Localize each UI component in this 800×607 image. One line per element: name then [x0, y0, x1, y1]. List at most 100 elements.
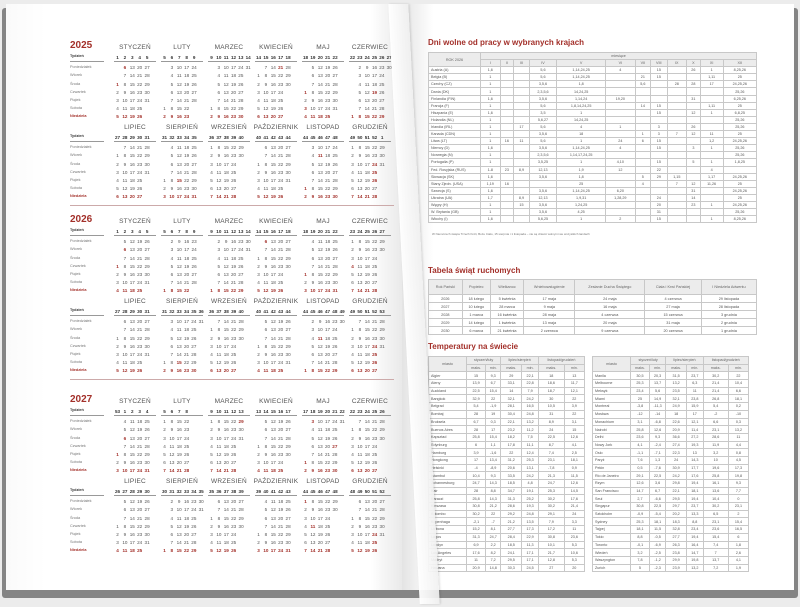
day-number: 27 — [191, 161, 197, 167]
day-number: 10 — [176, 247, 182, 253]
day-number: 31 — [144, 280, 150, 286]
week-number: 34 — [184, 135, 190, 140]
day-number: 13 — [310, 540, 316, 546]
day-number: 29 — [332, 89, 338, 95]
table-row: Bruksela 6,7 0,3 22,1 13,2 8,9 3,1 — [428, 417, 586, 427]
day-number: 1 — [304, 368, 307, 374]
holiday-cell — [605, 179, 636, 188]
day-number: 30 — [285, 169, 291, 175]
holiday-cell — [513, 73, 530, 82]
temp-cell: 12,6 — [648, 425, 667, 434]
holiday-cell: 12,13 — [528, 193, 558, 202]
day-number: 8 — [358, 145, 362, 151]
city-cell: Toronto — [592, 540, 631, 550]
temp-cell: 24 — [537, 425, 565, 434]
day-number: 30 — [285, 540, 291, 546]
temp-cell: 11,5 — [563, 471, 586, 480]
day-number: 1 — [304, 460, 307, 466]
day-number: 9 — [170, 114, 174, 120]
day-number: 20 — [324, 443, 331, 449]
day-number: 20 — [231, 499, 237, 505]
holiday-cell: 3 — [650, 130, 668, 139]
day-number: 31 — [144, 169, 150, 175]
day-number: 6 — [210, 368, 213, 374]
temp-cell: 20,9 — [665, 425, 688, 434]
day-number: 5 — [210, 548, 213, 554]
day-number: 30 — [339, 319, 345, 325]
day-number: 16 — [129, 532, 135, 537]
weekday-label: Wtorek — [70, 247, 83, 252]
temp-cell: 0 — [727, 494, 750, 504]
day-number: 12 — [122, 114, 128, 120]
day-number: 4 — [351, 540, 354, 546]
day-number: 3 — [311, 145, 315, 151]
day-number: 23 — [372, 153, 378, 159]
holiday-cell — [605, 151, 636, 160]
month-name: SIERPIEŃ — [166, 124, 198, 131]
week-number: 29 — [137, 489, 143, 494]
day-number: 23 — [332, 319, 338, 325]
subheader: maks. — [537, 363, 565, 373]
temp-cell: 13,6 — [702, 486, 729, 496]
day-number: 21 — [231, 507, 237, 513]
subheader: min. — [563, 363, 586, 373]
day-number: 17 — [364, 443, 370, 449]
temp-cell: 24,2 — [665, 471, 688, 480]
temp-cell: 5,6 — [648, 386, 667, 396]
temp-cell: 13,3 — [686, 509, 704, 519]
holiday-cell — [513, 158, 530, 167]
holiday-cell: 1,17 — [699, 172, 724, 181]
temp-cell: 7,5 — [521, 432, 539, 442]
temp-cell: 6 — [727, 532, 750, 542]
day-number: 25 — [191, 515, 197, 521]
week-number: 16 — [270, 229, 276, 234]
holiday-cell: 3,5,6 — [528, 80, 558, 89]
subheader: min. — [648, 363, 667, 373]
week-number: 8 — [185, 229, 188, 234]
holiday-cell: 1 — [480, 101, 501, 110]
temp-cell: 23,6 — [630, 432, 650, 442]
table-cell: 1 grudnia — [700, 326, 758, 335]
week-number: 39 — [238, 489, 244, 494]
subheader: maks. — [630, 363, 650, 373]
day-number: 14 — [364, 106, 370, 112]
day-number: 21 — [183, 540, 190, 546]
day-number: 16 — [129, 272, 135, 277]
holiday-cell: 1,9,31 — [556, 193, 607, 202]
day-number: 15 — [364, 427, 370, 433]
holiday-cell: 1 — [699, 144, 724, 153]
month-underline — [208, 415, 250, 416]
day-number: 18 — [270, 280, 276, 286]
day-number: 28 — [332, 263, 338, 269]
day-number: 17 — [324, 327, 331, 333]
month-underline — [302, 315, 344, 316]
day-number: 7 — [311, 263, 315, 269]
temp-cell: -5,4 — [648, 509, 667, 519]
day-number: 31 — [285, 360, 291, 366]
day-number: 13 — [216, 460, 222, 466]
header-underline — [70, 495, 104, 496]
temp-cell: 9,3 — [727, 479, 750, 488]
month-underline — [255, 61, 297, 62]
day-number: 7 — [217, 507, 221, 513]
day-number: 11 — [317, 427, 323, 433]
day-number: 30 — [379, 435, 385, 441]
table-cell: 18 lutego — [461, 294, 491, 303]
temp-cell: 25,8 — [465, 432, 487, 442]
holiday-cell: 28 — [666, 80, 688, 89]
holiday-cell — [650, 115, 668, 124]
day-number: 24 — [372, 532, 378, 537]
day-number: 29 — [379, 239, 385, 245]
day-number: 12 — [176, 153, 182, 159]
day-number: 15 — [129, 452, 135, 457]
table-row: Singapur 30,8 22,5 29,7 23,7 30,2 23,1 — [592, 502, 750, 511]
day-number: 20 — [325, 169, 331, 175]
temp-cell: 14,3 — [686, 455, 704, 465]
temp-cell: 23,1 — [702, 517, 729, 527]
day-number: 19 — [129, 186, 135, 192]
holiday-cell — [666, 73, 688, 82]
day-number: 17 — [364, 255, 370, 261]
table-cell: 9 maja — [523, 302, 576, 311]
day-number: 13 — [176, 532, 182, 537]
holiday-cell — [499, 151, 515, 160]
